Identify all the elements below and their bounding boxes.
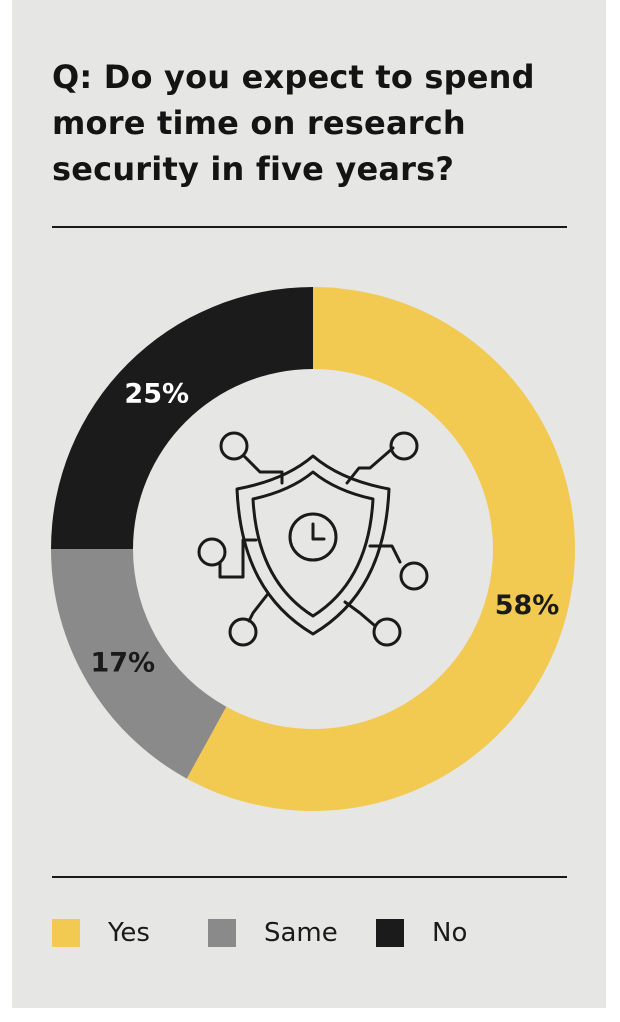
donut-slices bbox=[51, 287, 576, 811]
shield-clock-circuit-icon bbox=[197, 431, 429, 647]
slice-label-no: 25% bbox=[124, 379, 189, 410]
slice-same bbox=[51, 549, 227, 779]
top-divider bbox=[52, 226, 567, 228]
slice-label-same: 17% bbox=[90, 647, 155, 678]
legend-label-no: No bbox=[432, 918, 468, 948]
legend-swatch-no bbox=[376, 919, 404, 947]
legend-swatch-same bbox=[208, 919, 236, 947]
slice-yes bbox=[186, 287, 576, 811]
slice-labels: 58% 17% 25% bbox=[90, 379, 559, 679]
slice-label-yes: 58% bbox=[495, 590, 560, 621]
legend-item-yes: Yes bbox=[52, 918, 150, 948]
legend-item-no: No bbox=[376, 918, 467, 948]
bottom-divider bbox=[52, 876, 567, 878]
legend-swatch-yes bbox=[52, 919, 80, 947]
legend-label-same: Same bbox=[264, 918, 338, 948]
slice-no bbox=[51, 287, 313, 549]
legend-label-yes: Yes bbox=[108, 918, 150, 948]
legend-item-same: Same bbox=[208, 918, 338, 948]
chart-title: Q: Do you expect to spend more time on r… bbox=[52, 58, 535, 188]
